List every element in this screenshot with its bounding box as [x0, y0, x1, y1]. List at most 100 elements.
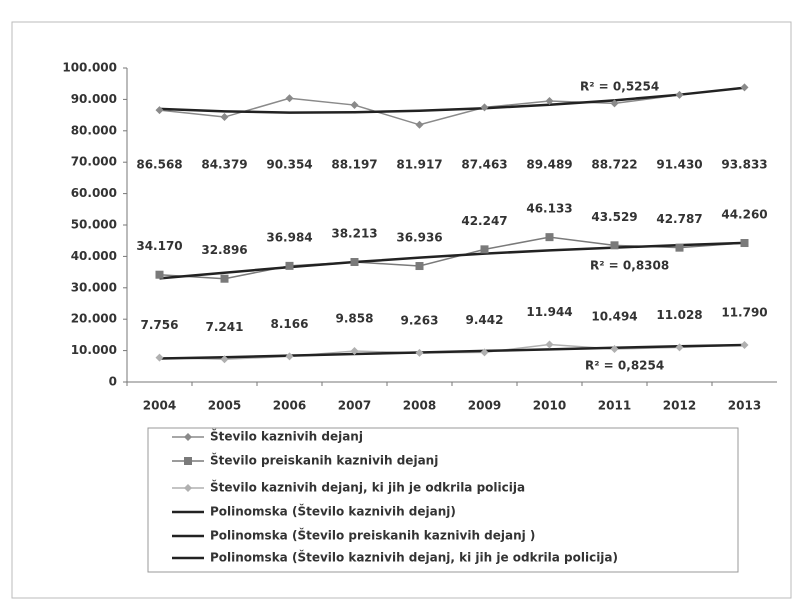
x-tick-label: 2013 — [728, 399, 761, 413]
point — [220, 274, 229, 283]
value-label: 84.379 — [201, 158, 247, 172]
y-tick-label: 30.000 — [71, 280, 117, 294]
point — [610, 241, 619, 250]
trend-line — [159, 241, 745, 280]
value-label: 11.028 — [656, 308, 702, 322]
x-tick-label: 2007 — [338, 399, 371, 413]
legend-label: Število kaznivih dejanj, ki jih je odkri… — [210, 480, 525, 495]
y-tick-label: 20.000 — [71, 312, 117, 326]
value-label: 32.896 — [201, 243, 247, 257]
x-tick-label: 2010 — [533, 399, 566, 413]
y-tick-label: 100.000 — [62, 61, 117, 75]
point — [285, 352, 294, 361]
value-label: 93.833 — [721, 158, 767, 172]
r-squared: R² = 0,8308 — [590, 259, 669, 273]
point — [610, 99, 619, 108]
value-label: 89.489 — [526, 158, 572, 172]
x-tick-label: 2009 — [468, 399, 501, 413]
point — [155, 106, 164, 115]
point — [675, 90, 684, 99]
point — [545, 97, 554, 106]
point — [545, 340, 554, 349]
point — [545, 233, 554, 242]
y-tick-label: 50.000 — [71, 218, 117, 232]
x-tick-label: 2004 — [143, 399, 176, 413]
value-label: 36.936 — [396, 231, 442, 245]
point — [285, 261, 294, 270]
value-label: 9.442 — [466, 313, 504, 327]
y-tick-label: 60.000 — [71, 186, 117, 200]
value-label: 44.260 — [721, 208, 767, 222]
point — [350, 347, 359, 356]
x-tick-label: 2011 — [598, 399, 631, 413]
value-label: 43.529 — [591, 210, 637, 224]
point — [740, 239, 749, 248]
point — [285, 94, 294, 103]
legend-marker — [184, 484, 192, 492]
y-tick-label: 40.000 — [71, 249, 117, 263]
x-tick-label: 2012 — [663, 399, 696, 413]
legend-marker — [184, 457, 192, 465]
value-label: 11.944 — [526, 305, 572, 319]
x-tick-label: 2005 — [208, 399, 241, 413]
trend-line — [159, 343, 745, 360]
value-label: 9.263 — [401, 313, 439, 327]
value-label: 10.494 — [591, 310, 637, 324]
point — [220, 355, 229, 364]
value-label: 7.756 — [141, 318, 179, 332]
value-label: 42.787 — [656, 212, 702, 226]
x-tick-label: 2006 — [273, 399, 306, 413]
point — [220, 113, 229, 122]
y-tick-label: 70.000 — [71, 155, 117, 169]
point — [675, 343, 684, 352]
r-squared: R² = 0,5254 — [580, 80, 659, 94]
value-label: 42.247 — [461, 214, 507, 228]
point — [350, 258, 359, 267]
legend-label: Polinomska (Število kaznivih dejanj) — [210, 504, 456, 519]
point — [415, 348, 424, 357]
legend-label: Polinomska (Število kaznivih dejanj, ki … — [210, 550, 618, 565]
value-label: 90.354 — [266, 158, 312, 172]
legend-marker — [184, 433, 192, 441]
value-label: 46.133 — [526, 202, 572, 216]
point — [415, 262, 424, 271]
value-label: 8.166 — [271, 317, 309, 331]
value-label: 87.463 — [461, 158, 507, 172]
legend-label: Število kaznivih dejanj — [210, 429, 363, 444]
value-label: 91.430 — [656, 158, 702, 172]
point — [350, 101, 359, 110]
value-label: 38.213 — [331, 227, 377, 241]
point — [610, 345, 619, 354]
value-label: 88.197 — [331, 158, 377, 172]
point — [480, 245, 489, 254]
y-tick-label: 0 — [109, 375, 117, 389]
point — [480, 348, 489, 357]
point — [675, 243, 684, 252]
trend-line — [159, 86, 745, 114]
value-label: 11.790 — [721, 305, 767, 319]
legend-label: Število preiskanih kaznivih dejanj — [210, 453, 438, 468]
value-label: 86.568 — [136, 158, 182, 172]
point — [415, 120, 424, 129]
value-label: 36.984 — [266, 230, 312, 244]
y-tick-label: 10.000 — [71, 343, 117, 357]
point — [155, 270, 164, 279]
series-line — [159, 86, 745, 126]
legend-box — [147, 427, 739, 573]
legend-label: Polinomska (Število preiskanih kaznivih … — [210, 528, 535, 543]
value-label: 9.858 — [336, 312, 374, 326]
point — [740, 83, 749, 92]
point — [740, 340, 749, 349]
point — [155, 353, 164, 362]
point — [480, 103, 489, 112]
value-label: 88.722 — [591, 158, 637, 172]
r-squared: R² = 0,8254 — [585, 359, 664, 373]
value-label: 81.917 — [396, 158, 442, 172]
y-tick-label: 90.000 — [71, 92, 117, 106]
x-tick-label: 2008 — [403, 399, 436, 413]
y-tick-label: 80.000 — [71, 123, 117, 137]
value-label: 7.241 — [206, 320, 244, 334]
value-label: 34.170 — [136, 239, 182, 253]
